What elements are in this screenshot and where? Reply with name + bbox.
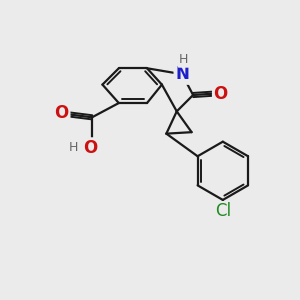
Text: O: O [55, 104, 69, 122]
Text: Cl: Cl [215, 202, 231, 220]
Text: H: H [69, 140, 78, 154]
Text: O: O [214, 85, 228, 103]
Text: H: H [179, 53, 188, 66]
Text: O: O [83, 139, 98, 157]
Text: N: N [175, 65, 189, 83]
